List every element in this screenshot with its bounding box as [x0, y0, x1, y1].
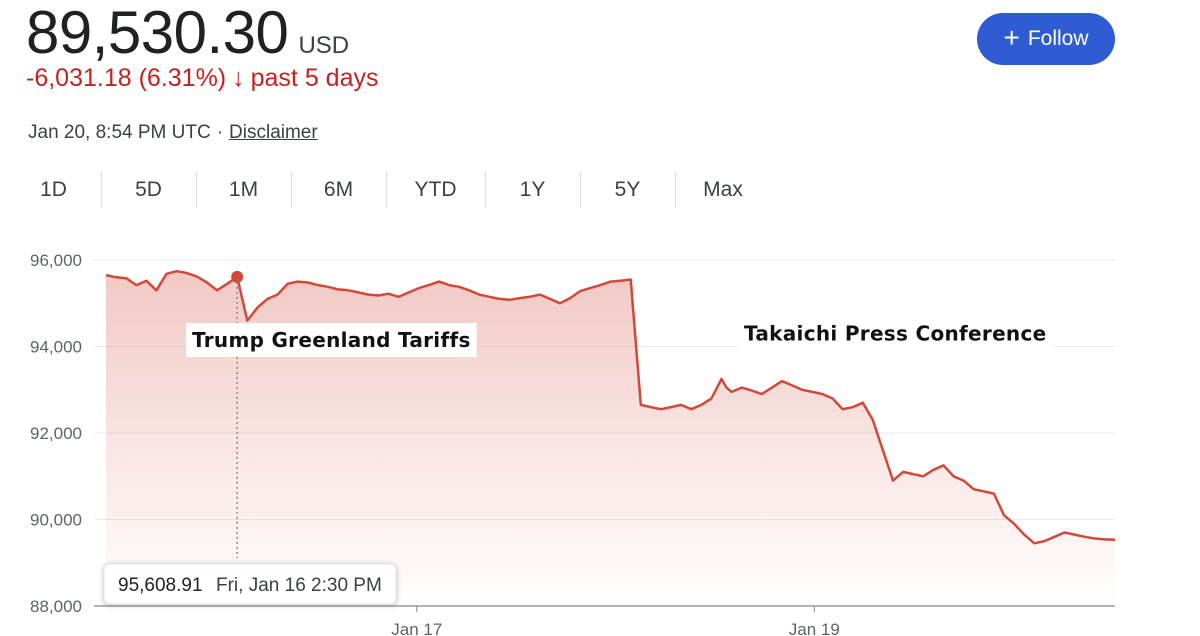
tab-max[interactable]: Max	[675, 170, 771, 210]
tooltip-value: 95,608.91	[118, 575, 203, 596]
hover-point[interactable]	[231, 270, 244, 283]
y-tick-label: 96,000	[30, 251, 82, 270]
price-chart[interactable]: 96,000 94,000 92,000 90,000 88,000 Trump Gre…	[0, 236, 1200, 636]
x-tick-label: Jan 17	[391, 620, 442, 636]
annotation-box	[738, 316, 1053, 351]
annotation-text: Takaichi Press Conference	[744, 322, 1047, 346]
tab-1d[interactable]: 1D	[40, 178, 67, 201]
follow-label: Follow	[1027, 27, 1089, 50]
annotation-box	[186, 323, 477, 358]
tooltip-time: Fri, Jan 16 2:30 PM	[216, 575, 382, 596]
y-tick-label: 90,000	[30, 511, 82, 530]
tab-5y[interactable]: 5Y	[580, 170, 675, 210]
tab-ytd[interactable]: YTD	[386, 170, 485, 210]
y-tick-label: 94,000	[30, 338, 82, 357]
plus-icon: +	[1003, 22, 1020, 53]
x-axis: Jan 17 Jan 19	[94, 605, 1115, 636]
change-period: past 5 days	[250, 64, 379, 92]
current-price: 89,530.30	[26, 0, 289, 66]
tab-1m[interactable]: 1M	[196, 170, 291, 210]
tab-5d[interactable]: 5D	[101, 170, 196, 210]
disclaimer-link[interactable]: Disclaimer	[229, 122, 318, 143]
range-tabs: 1D 5D 1M 6M YTD 1Y 5Y Max	[6, 170, 771, 214]
timestamp-row: Jan 20, 8:54 PM UTC · Disclaimer	[28, 122, 318, 144]
price-header: 89,530.30 USD	[26, 0, 349, 66]
price-line	[105, 269, 1116, 545]
x-tick-label: Jan 19	[789, 620, 840, 636]
y-tick-label: 92,000	[30, 424, 82, 443]
annotation-label: Trump Greenland Tariffs	[186, 323, 477, 358]
separator: ·	[216, 122, 224, 143]
follow-button[interactable]: + Follow	[977, 13, 1115, 65]
annotation-text: Trump Greenland Tariffs	[192, 328, 471, 352]
tooltip-box	[103, 563, 397, 605]
timestamp: Jan 20, 8:54 PM UTC	[28, 122, 211, 143]
chart-annotations: Trump Greenland Tariffs Takaichi Press Co…	[186, 316, 1053, 358]
tab-6m[interactable]: 6M	[291, 170, 386, 210]
price-change: -6,031.18 (6.31%) ↓ past 5 days	[26, 64, 378, 93]
annotation-label: Takaichi Press Conference	[738, 316, 1053, 351]
arrow-down-icon: ↓	[232, 64, 245, 92]
y-axis-labels: 96,000 94,000 92,000 90,000 88,000	[30, 251, 82, 616]
tab-1y[interactable]: 1Y	[485, 170, 580, 210]
y-tick-label: 88,000	[30, 597, 82, 616]
currency-label: USD	[298, 32, 350, 59]
change-value: -6,031.18 (6.31%)	[26, 64, 227, 92]
hover-tooltip: 95,608.91 Fri, Jan 16 2:30 PM	[103, 563, 397, 605]
